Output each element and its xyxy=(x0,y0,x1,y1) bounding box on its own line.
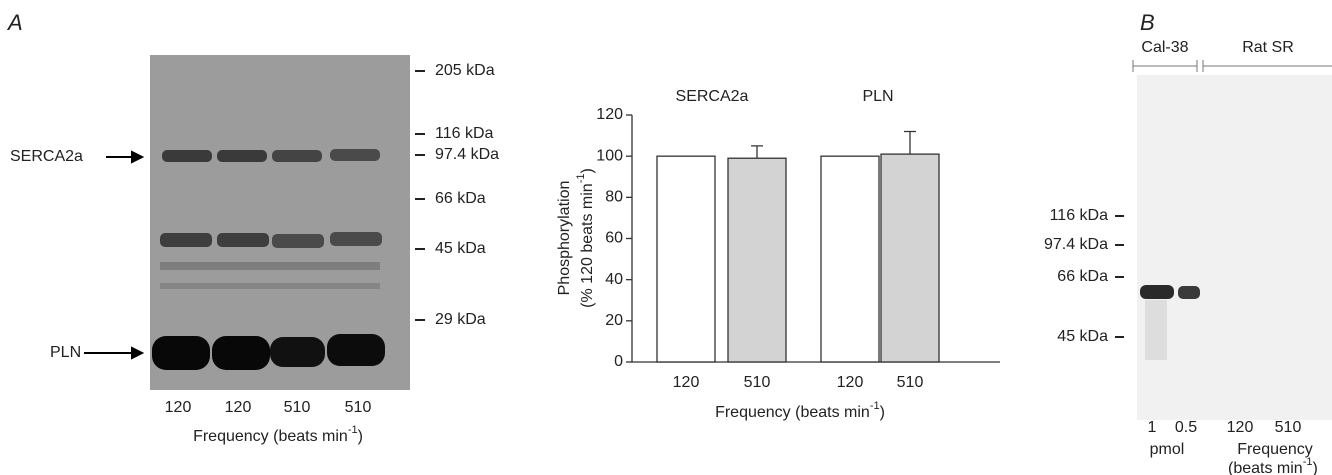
error-bar xyxy=(751,146,763,158)
x-tick-label: 120 xyxy=(673,374,700,391)
y-tick-label: 60 xyxy=(605,230,623,247)
y-label-sup: -1 xyxy=(575,174,587,184)
header: Rat SR xyxy=(1242,39,1294,56)
lane-label: 120 xyxy=(165,399,192,416)
bar xyxy=(881,154,939,362)
figure: A SERCA2a PLN 205 kDa 116 kDa 97.4 kDa 66 k… xyxy=(0,0,1332,475)
lane-labels: 120 120 510 510 xyxy=(165,399,372,416)
x-label-text: ) xyxy=(1312,460,1317,475)
lane-label: 510 xyxy=(345,399,372,416)
gel-a xyxy=(150,55,410,390)
page: A SERCA2a PLN 205 kDa 116 kDa 97.4 kDa 66 k… xyxy=(0,0,1332,475)
lane-labels: 1 0.5 120 510 xyxy=(1148,419,1302,436)
arrow xyxy=(84,348,142,358)
marker-label: 45 kDa xyxy=(1057,328,1108,345)
y-label: (% 120 beats min-1) xyxy=(575,168,596,308)
group-label: PLN xyxy=(862,88,893,105)
marker-label: 116 kDa xyxy=(435,125,494,142)
x-tick-label: 120 xyxy=(837,374,864,391)
marker-label: 97.4 kDa xyxy=(1044,236,1108,253)
y-tick-label: 100 xyxy=(596,147,623,164)
marker-label: 205 kDa xyxy=(435,62,495,79)
x-label-text: Frequency (beats min xyxy=(715,404,870,421)
bar xyxy=(657,156,715,362)
marker-label: 66 kDa xyxy=(1057,268,1108,285)
header: Cal-38 xyxy=(1141,39,1188,56)
marker-label: 66 kDa xyxy=(435,190,486,207)
panel-label: B xyxy=(1140,10,1155,35)
gel-b xyxy=(1137,75,1332,420)
band-label: SERCA2a xyxy=(10,148,83,165)
bar xyxy=(821,156,879,362)
y-tick-label: 0 xyxy=(614,353,623,370)
lane-label: 1 xyxy=(1148,419,1157,436)
lane-label: 120 xyxy=(1227,419,1254,436)
x-tick-label: 510 xyxy=(744,374,771,391)
lane-label: 120 xyxy=(225,399,252,416)
y-tick-label: 40 xyxy=(605,271,623,288)
x-tick-label: 510 xyxy=(897,374,924,391)
bracket xyxy=(1133,60,1332,72)
marker-label: 97.4 kDa xyxy=(435,146,499,163)
marker-label: 29 kDa xyxy=(435,311,486,328)
x-label-sup: -1 xyxy=(870,400,880,412)
group-label: SERCA2a xyxy=(676,88,749,105)
y-label-text: ) xyxy=(579,168,596,173)
markers: 116 kDa 97.4 kDa 66 kDa 45 kDa xyxy=(1044,207,1124,345)
x-label-text: ) xyxy=(880,404,885,421)
band-label: PLN xyxy=(50,344,81,361)
lane-label: 0.5 xyxy=(1175,419,1197,436)
y-tick-label: 20 xyxy=(605,312,623,329)
arrow xyxy=(106,152,142,162)
marker-label: 116 kDa xyxy=(1050,207,1109,224)
x-label: Frequency (beats min-1) xyxy=(715,400,885,421)
x-label: Frequency xyxy=(1237,441,1313,458)
bar xyxy=(728,158,786,362)
y-tick-label: 80 xyxy=(605,189,623,206)
y-label-text: (% 120 beats min xyxy=(579,183,596,308)
x-label-sup: -1 xyxy=(348,424,358,436)
marker-label: 45 kDa xyxy=(435,240,486,257)
x-label-text: ) xyxy=(358,428,363,445)
panel-label: A xyxy=(6,10,23,35)
x-label-text: (beats min xyxy=(1228,460,1303,475)
x-label-sup: -1 xyxy=(1303,456,1313,468)
error-bar xyxy=(904,131,916,154)
x-label: Frequency (beats min-1) xyxy=(193,424,363,445)
x-label-text: Frequency (beats min xyxy=(193,428,348,445)
markers: 205 kDa 116 kDa 97.4 kDa 66 kDa 45 kDa 29 kDa xyxy=(415,62,499,328)
lane-label: 510 xyxy=(1275,419,1302,436)
lane-label: 510 xyxy=(284,399,311,416)
x-label: (beats min-1) xyxy=(1228,456,1318,475)
y-tick-label: 120 xyxy=(596,106,623,123)
unit-label: pmol xyxy=(1150,441,1185,458)
bar-chart: Phosphorylation (% 120 beats min-1) Freq… xyxy=(556,88,1000,421)
y-label: Phosphorylation xyxy=(556,181,573,296)
